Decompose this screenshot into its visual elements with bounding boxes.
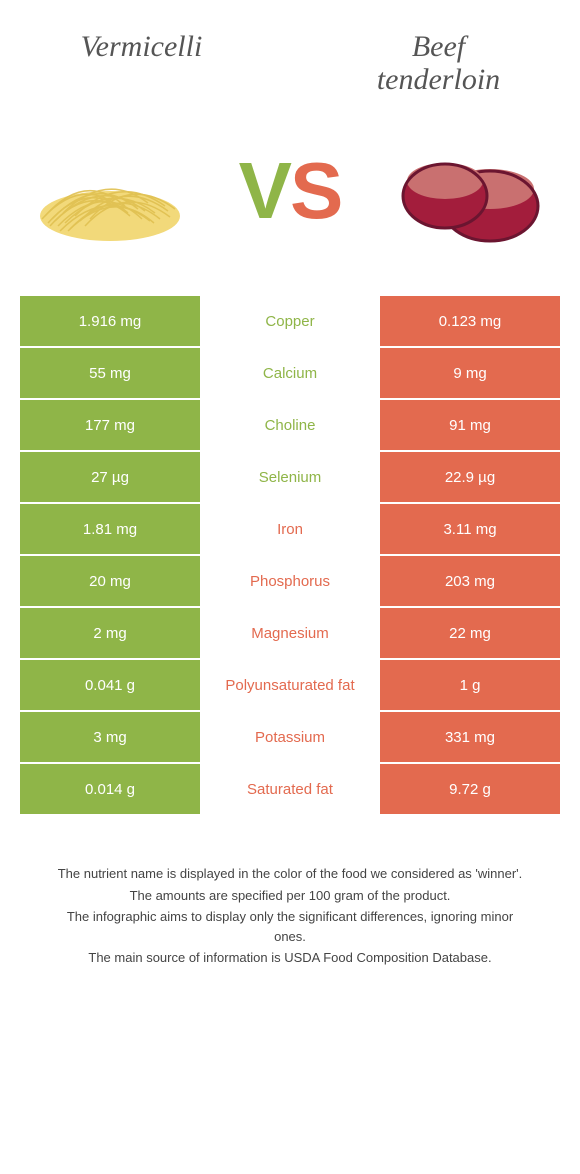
cell-right-value: 1 g: [380, 660, 560, 710]
cell-left-value: 3 mg: [20, 712, 200, 762]
table-row: 0.041 gPolyunsaturated fat1 g: [20, 660, 560, 710]
table-row: 0.014 gSaturated fat9.72 g: [20, 764, 560, 814]
cell-nutrient-label: Potassium: [200, 712, 380, 762]
vs-label: VS: [239, 151, 342, 231]
table-row: 27 µgSelenium22.9 µg: [20, 452, 560, 502]
table-row: 177 mgCholine91 mg: [20, 400, 560, 450]
cell-left-value: 1.916 mg: [20, 296, 200, 346]
cell-right-value: 0.123 mg: [380, 296, 560, 346]
cell-nutrient-label: Polyunsaturated fat: [200, 660, 380, 710]
vermicelli-image: [30, 126, 190, 256]
cell-left-value: 55 mg: [20, 348, 200, 398]
cell-nutrient-label: Selenium: [200, 452, 380, 502]
footer-line-3: The infographic aims to display only the…: [50, 907, 530, 946]
cell-left-value: 20 mg: [20, 556, 200, 606]
beef-image: [390, 126, 550, 256]
cell-nutrient-label: Saturated fat: [200, 764, 380, 814]
cell-right-value: 203 mg: [380, 556, 560, 606]
cell-nutrient-label: Phosphorus: [200, 556, 380, 606]
table-row: 2 mgMagnesium22 mg: [20, 608, 560, 658]
vs-s: S: [290, 146, 341, 235]
cell-nutrient-label: Iron: [200, 504, 380, 554]
cell-right-value: 9 mg: [380, 348, 560, 398]
table-row: 1.81 mgIron3.11 mg: [20, 504, 560, 554]
footer-line-1: The nutrient name is displayed in the co…: [50, 864, 530, 884]
table-row: 1.916 mgCopper0.123 mg: [20, 296, 560, 346]
cell-left-value: 177 mg: [20, 400, 200, 450]
cell-right-value: 3.11 mg: [380, 504, 560, 554]
table-row: 20 mgPhosphorus203 mg: [20, 556, 560, 606]
cell-right-value: 331 mg: [380, 712, 560, 762]
cell-left-value: 0.014 g: [20, 764, 200, 814]
cell-nutrient-label: Choline: [200, 400, 380, 450]
footer-line-4: The main source of information is USDA F…: [50, 948, 530, 968]
comparison-table: 1.916 mgCopper0.123 mg55 mgCalcium9 mg17…: [20, 296, 560, 814]
cell-left-value: 0.041 g: [20, 660, 200, 710]
cell-left-value: 27 µg: [20, 452, 200, 502]
table-row: 55 mgCalcium9 mg: [20, 348, 560, 398]
cell-left-value: 1.81 mg: [20, 504, 200, 554]
vs-v: V: [239, 146, 290, 235]
images-row: VS: [20, 126, 560, 256]
titles-row: Vermicelli Beef tenderloin: [20, 30, 560, 96]
cell-right-value: 22 mg: [380, 608, 560, 658]
title-left: Vermicelli: [20, 30, 263, 96]
footer-notes: The nutrient name is displayed in the co…: [20, 864, 560, 968]
cell-nutrient-label: Calcium: [200, 348, 380, 398]
cell-right-value: 9.72 g: [380, 764, 560, 814]
title-right: Beef tenderloin: [317, 30, 560, 96]
cell-nutrient-label: Magnesium: [200, 608, 380, 658]
title-right-line1: Beef: [412, 30, 465, 63]
cell-right-value: 91 mg: [380, 400, 560, 450]
title-right-line2: tenderloin: [377, 63, 500, 96]
cell-nutrient-label: Copper: [200, 296, 380, 346]
footer-line-2: The amounts are specified per 100 gram o…: [50, 886, 530, 906]
table-row: 3 mgPotassium331 mg: [20, 712, 560, 762]
cell-left-value: 2 mg: [20, 608, 200, 658]
cell-right-value: 22.9 µg: [380, 452, 560, 502]
